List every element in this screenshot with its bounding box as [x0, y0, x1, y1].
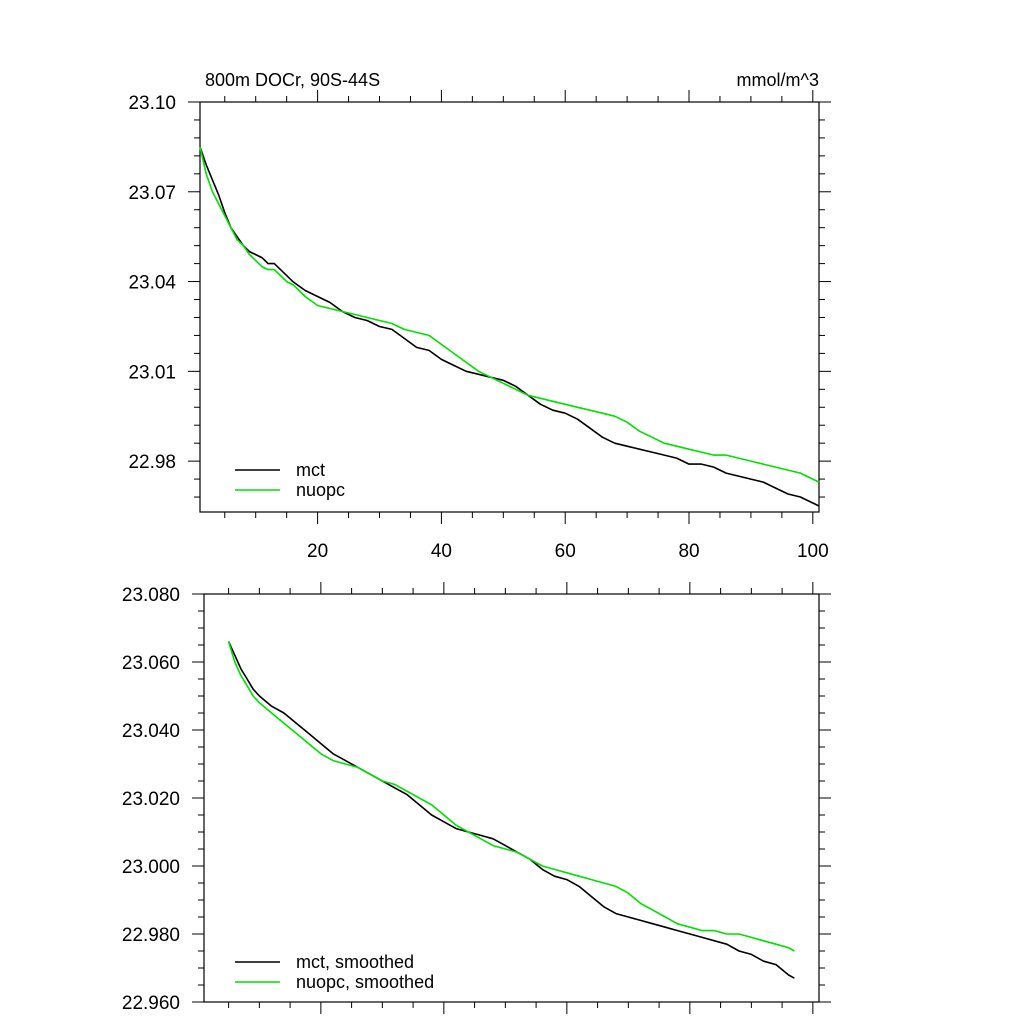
top-plot-frame — [199, 101, 820, 513]
bottom-plot-frame — [203, 593, 820, 1003]
legend-label-mct: mct — [296, 460, 325, 480]
legend-label-nuopc: nuopc — [296, 480, 345, 500]
y-tick-label: 23.020 — [122, 789, 180, 810]
top-x-tick-labels: 20 40 60 80 100 — [307, 541, 829, 562]
x-tick-label: 20 — [307, 541, 328, 562]
bottom-y-tick-labels: 22.960 22.980 23.000 23.020 23.040 23.060 23.0… — [122, 585, 180, 1014]
top-y-tick-labels: 22.98 23.01 23.04 23.07 23.10 — [128, 93, 176, 473]
x-tick-label: 80 — [678, 541, 699, 562]
y-tick-label: 23.04 — [128, 273, 176, 294]
legend-label-mct-smoothed: mct, smoothed — [296, 952, 414, 972]
y-tick-label: 22.960 — [122, 993, 180, 1014]
y-tick-label: 23.10 — [128, 93, 176, 114]
y-tick-label: 23.07 — [128, 183, 176, 204]
series-line-nuopc — [199, 146, 820, 483]
x-tick-label: 40 — [431, 541, 452, 562]
y-tick-label: 23.040 — [122, 721, 180, 742]
bottom-panel: 22.960 22.980 23.000 23.020 23.040 23.060 23.0… — [122, 582, 831, 1014]
x-tick-label: 60 — [555, 541, 576, 562]
top-panel: 800m DOCr, 90S-44S mmol/m^3 22.98 23.01 23… — [128, 70, 831, 562]
y-tick-label: 23.01 — [128, 362, 176, 383]
y-tick-label: 23.080 — [122, 585, 180, 606]
bottom-axis-ticks — [192, 582, 831, 1014]
y-tick-label: 22.980 — [122, 925, 180, 946]
series-line-mct-smoothed — [227, 641, 795, 979]
bottom-legend: mct, smoothed nuopc, smoothed — [235, 952, 434, 992]
top-panel-title: 800m DOCr, 90S-44S — [205, 70, 380, 90]
legend-label-nuopc-smoothed: nuopc, smoothed — [296, 972, 434, 992]
series-line-mct — [199, 146, 820, 507]
top-axis-ticks — [188, 90, 831, 524]
y-tick-label: 23.000 — [122, 857, 180, 878]
bottom-series-lines — [227, 641, 795, 979]
y-tick-label: 22.98 — [128, 452, 176, 473]
series-line-nuopc-smoothed — [227, 641, 795, 952]
top-legend: mct nuopc — [235, 460, 345, 500]
y-tick-label: 23.060 — [122, 653, 180, 674]
top-series-lines — [199, 146, 820, 507]
top-panel-units: mmol/m^3 — [737, 70, 819, 90]
x-tick-label: 100 — [797, 541, 829, 562]
